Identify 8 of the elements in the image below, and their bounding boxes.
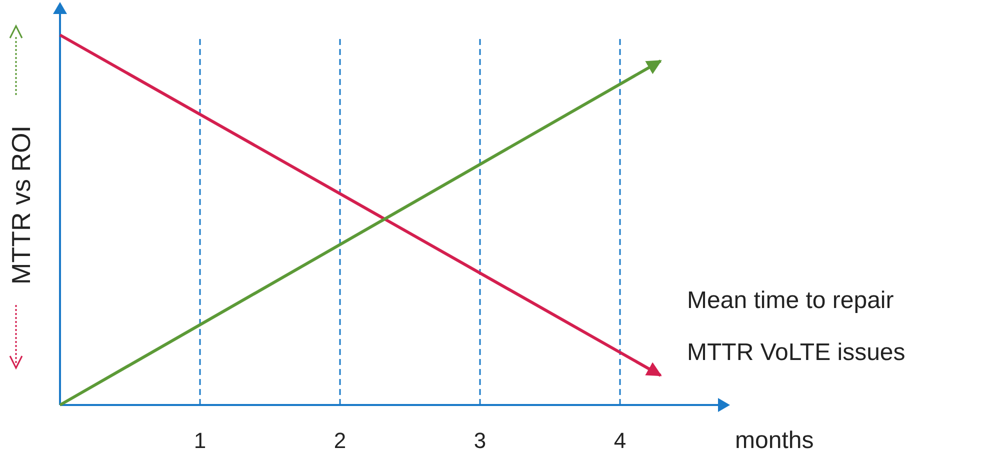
x-tick-label: 1	[194, 428, 206, 453]
x-tick-label: 4	[614, 428, 626, 453]
annotation: MTTR VoLTE issues	[687, 339, 906, 366]
annotation: Mean time to repair	[687, 287, 894, 314]
x-tick-label: 3	[474, 428, 486, 453]
y-axis-title: MTTR vs ROI	[6, 126, 36, 284]
x-tick-label: 2	[334, 428, 346, 453]
x-axis-title: months	[735, 427, 814, 454]
